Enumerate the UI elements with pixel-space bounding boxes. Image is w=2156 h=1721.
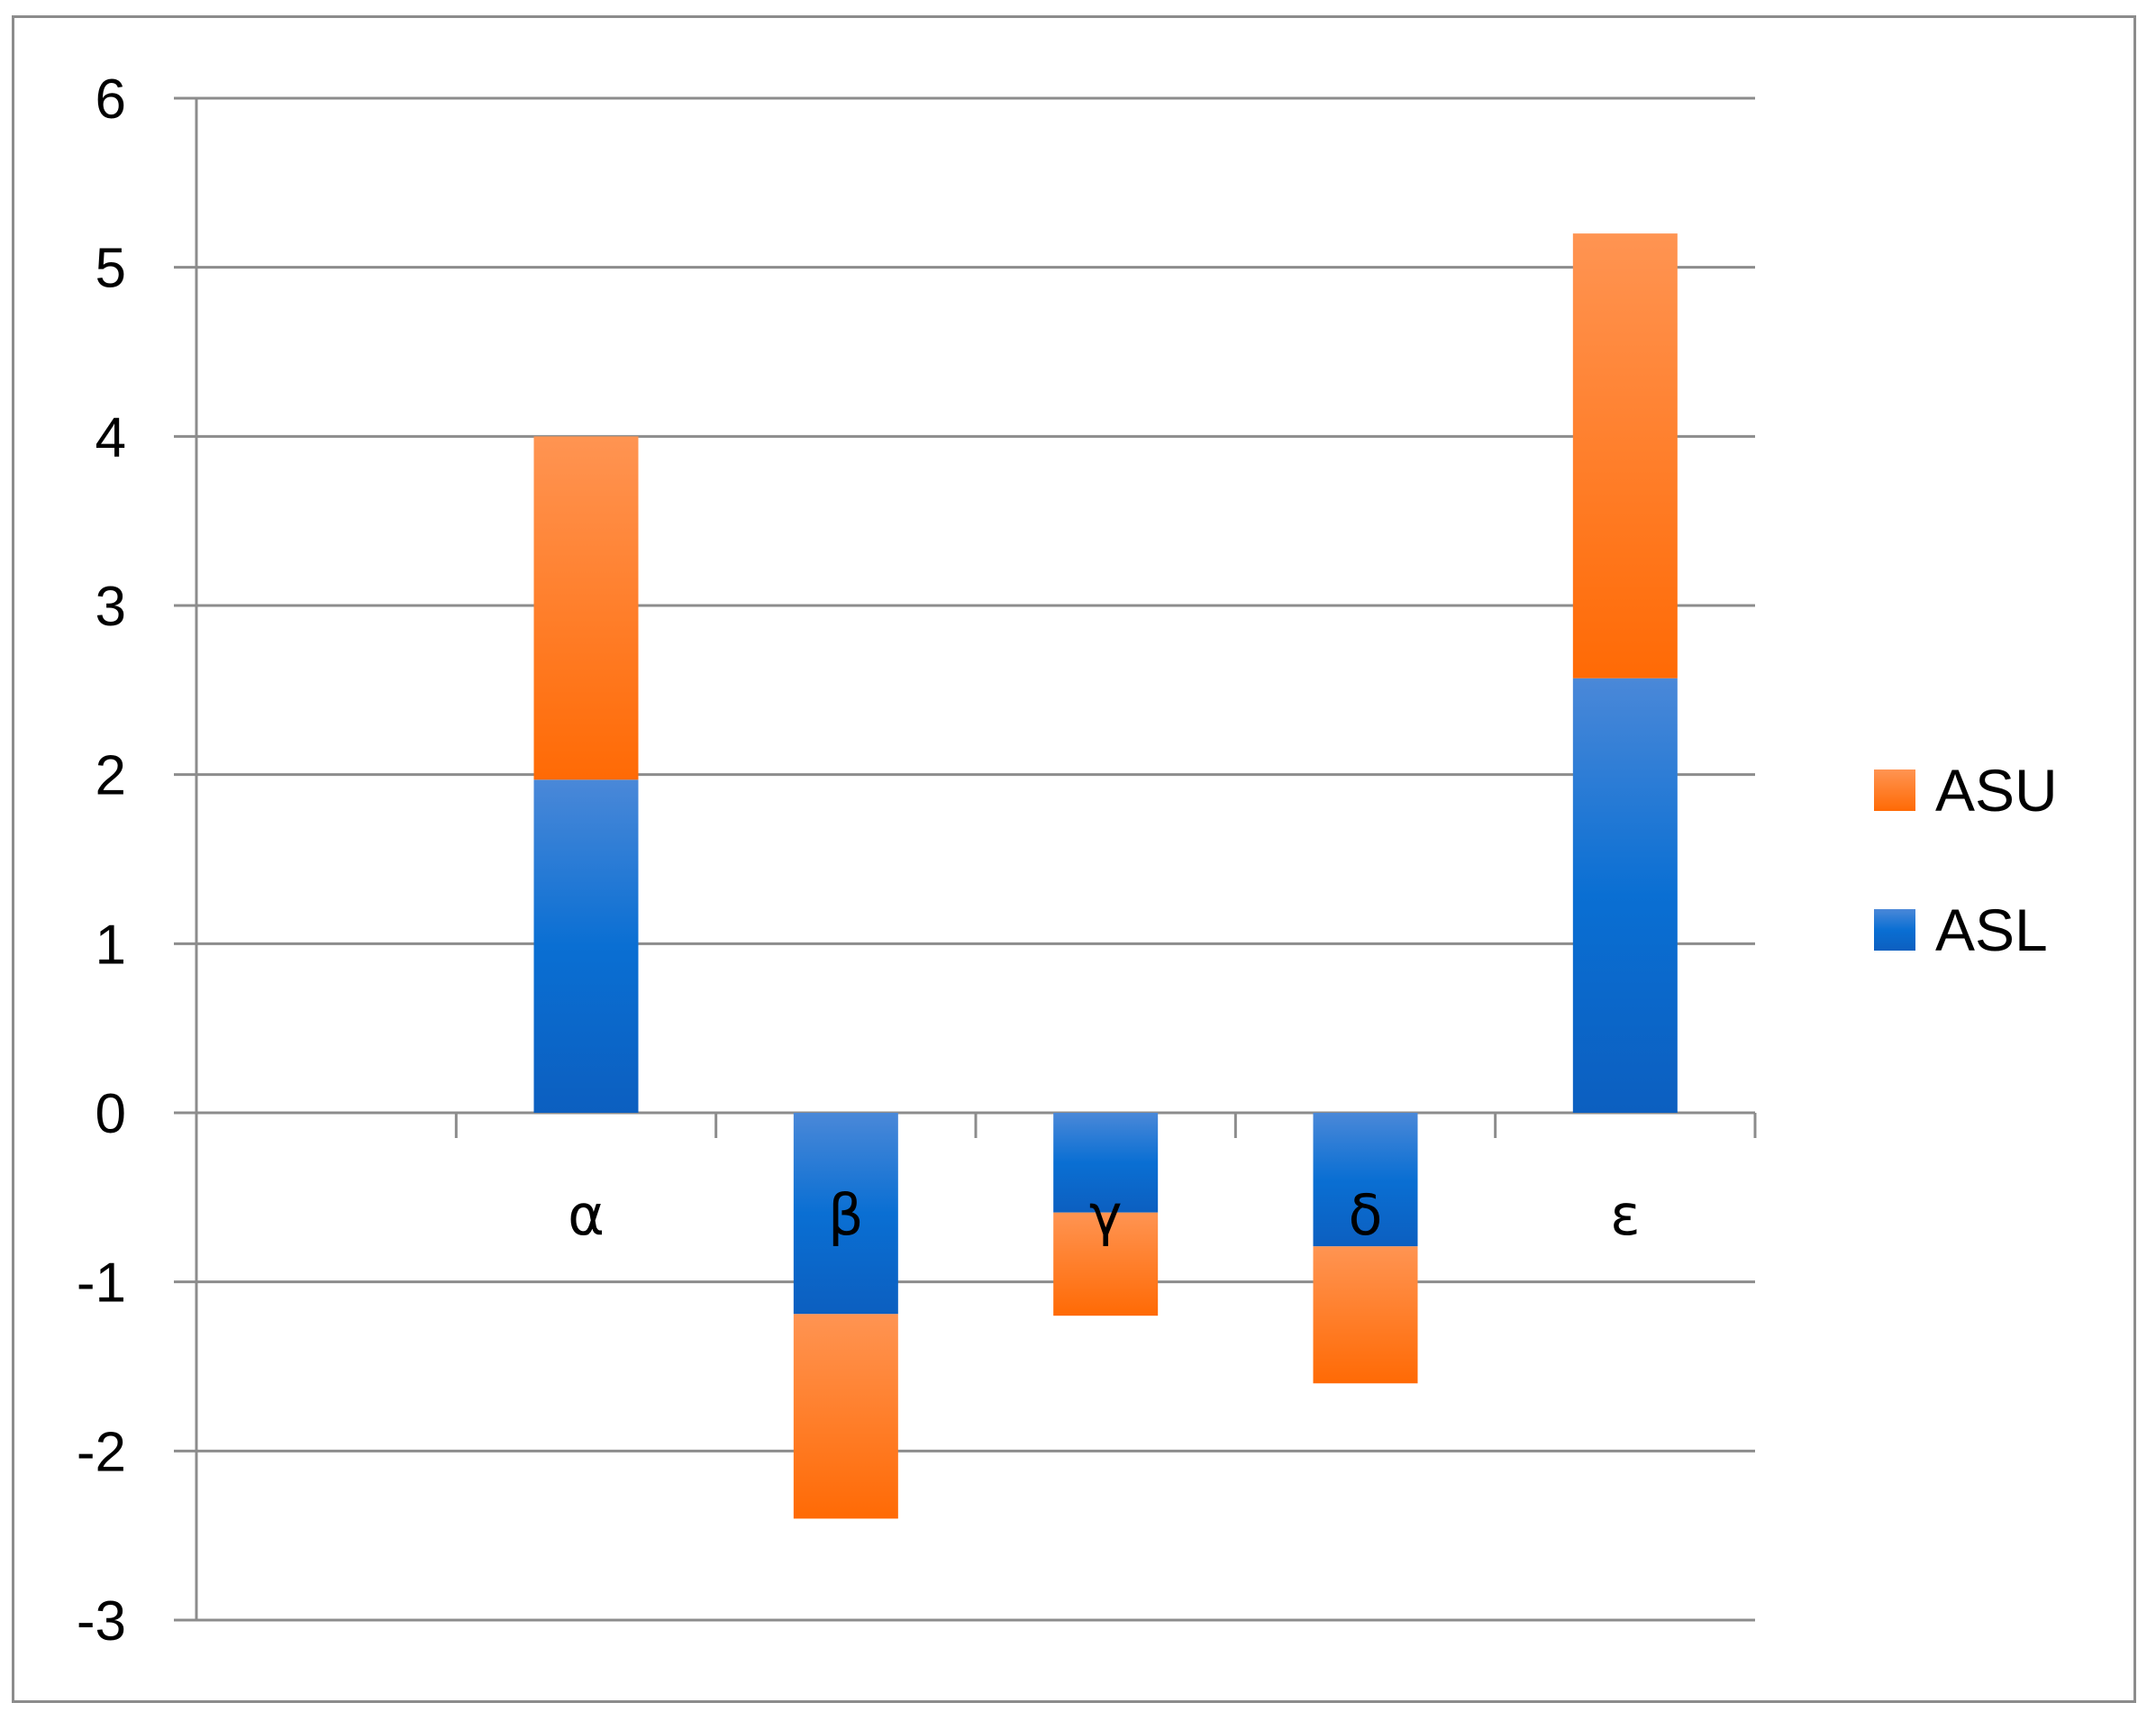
y-tick-label: 6 [96, 68, 126, 131]
bar-asl-3 [1053, 1113, 1159, 1213]
y-tick-label: -2 [77, 1421, 126, 1483]
category-label: γ [1089, 1182, 1123, 1248]
bar-asl-5 [1572, 678, 1678, 1113]
category-labels: α β γ δ ε [568, 1182, 1641, 1248]
category-label: α [568, 1182, 605, 1248]
bar-asu-3 [1053, 1212, 1159, 1316]
legend-label-asl: ASL [1935, 897, 2048, 963]
y-tick-labels: 6 5 4 3 2 1 0 -1 -2 -3 [77, 68, 126, 1653]
y-tick-label: 0 [96, 1083, 126, 1145]
bar-asu-4 [1313, 1246, 1418, 1384]
bar-asl-4 [1313, 1113, 1418, 1247]
bar-asu-5 [1572, 233, 1678, 678]
category-label: β [828, 1182, 864, 1248]
category-label: δ [1349, 1182, 1383, 1248]
y-tick-label: -1 [77, 1252, 126, 1315]
bar-asu-2 [793, 1314, 898, 1519]
y-tick-label: 2 [96, 745, 126, 807]
y-tick-label: 1 [96, 914, 126, 976]
y-tick-label: 5 [96, 238, 126, 300]
bar-asl-2 [793, 1113, 898, 1315]
legend-swatch-asl [1874, 909, 1915, 951]
chart-frame [12, 15, 2136, 1703]
bars [533, 233, 1678, 1519]
bar-asu-1 [533, 436, 639, 780]
bar-asl-1 [533, 779, 639, 1113]
legend: ASU ASL [1874, 757, 2058, 963]
axes [174, 98, 1757, 1620]
gridlines [174, 96, 1755, 1622]
y-tick-label: 3 [96, 576, 126, 638]
y-tick-label: -3 [77, 1590, 126, 1653]
category-label: ε [1610, 1182, 1641, 1248]
legend-label-asu: ASU [1935, 757, 2058, 824]
y-tick-label: 4 [96, 406, 126, 469]
legend-swatch-asu [1874, 769, 1915, 811]
